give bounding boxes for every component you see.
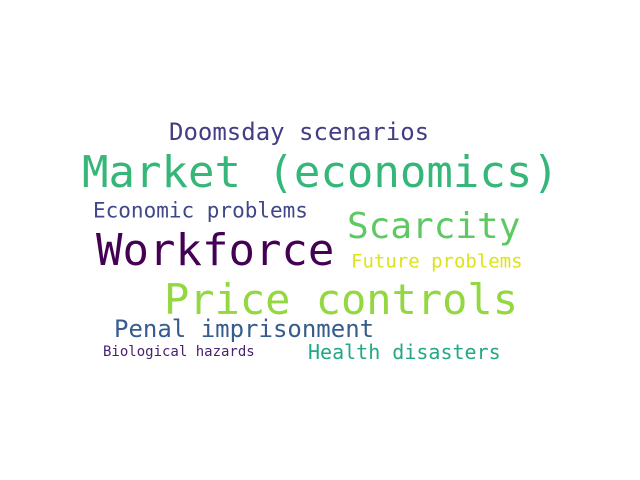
word-market-economics: Market (economics) [82, 147, 559, 198]
word-penal-imprisonment: Penal imprisonment [114, 315, 375, 343]
word-price-controls: Price controls [164, 275, 519, 324]
word-biological-hazards: Biological hazards [103, 344, 255, 360]
word-scarcity: Scarcity [347, 206, 521, 247]
word-doomsday-scenarios: Doomsday scenarios [169, 118, 430, 146]
word-economic-problems: Economic problems [93, 198, 308, 223]
word-workforce: Workforce [96, 225, 335, 276]
word-future-problems: Future problems [351, 250, 523, 273]
word-health-disasters: Health disasters [308, 340, 501, 364]
